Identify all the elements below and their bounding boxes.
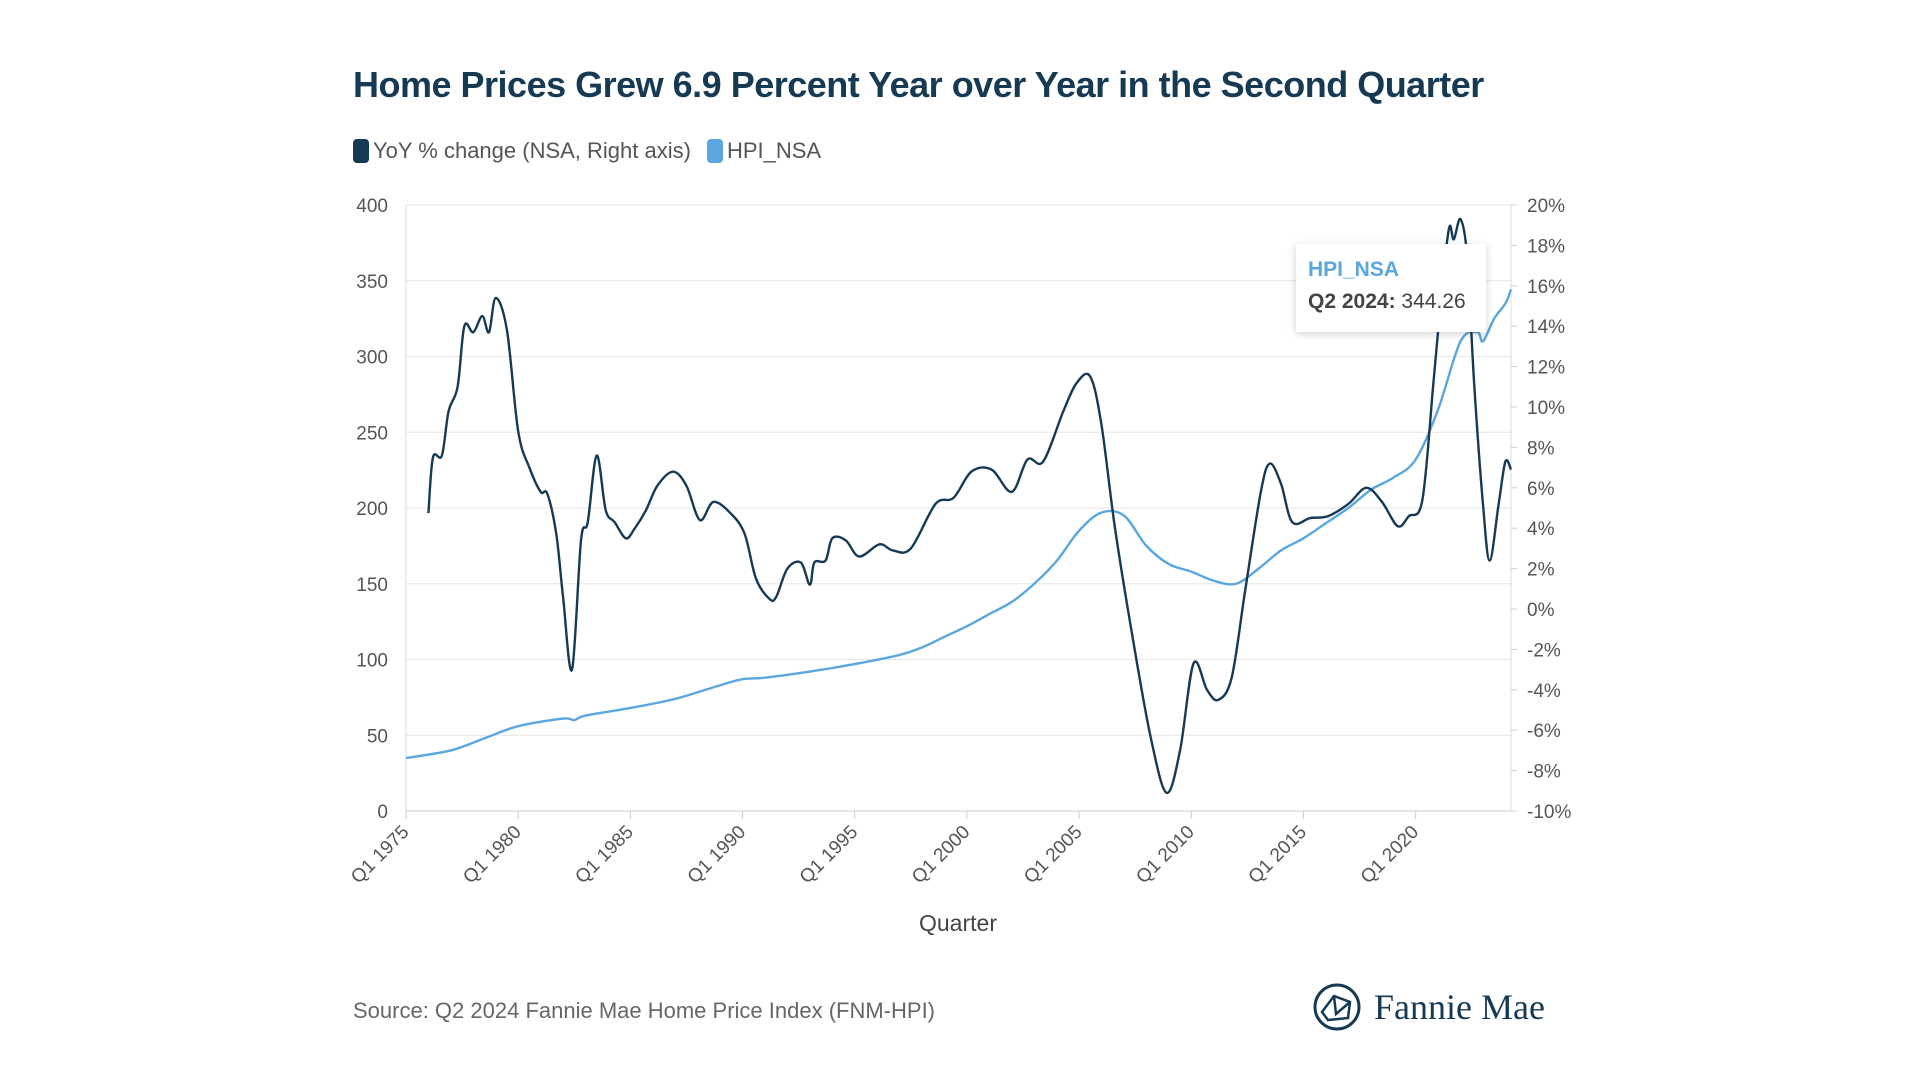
right-tick-label: -2% [1527,640,1561,661]
tooltip-series: HPI_NSA [1308,258,1400,281]
left-tick-label: 200 [356,499,388,520]
grid-lines [405,204,1512,812]
legend-label-hpi: HPI_NSA [726,138,822,163]
left-tick-label: 150 [356,575,388,596]
x-tick-label: Q1 2015 [1245,822,1311,888]
source-note: Source: Q2 2024 Fannie Mae Home Price In… [353,998,936,1023]
legend: YoY % change (NSA, Right axis) HPI_NSA [353,138,829,164]
left-tick-label: 0 [377,802,388,823]
x-tick-label: Q1 1975 [347,822,413,888]
left-tick-label: 300 [356,348,388,369]
tooltip: HPI_NSA Q2 2024: 344.26 [1296,244,1486,332]
x-tick-label: Q1 1990 [684,822,750,888]
logo-text: Fannie Mae [1374,987,1545,1027]
right-tick-label: 16% [1527,277,1565,298]
right-axis: -10% -8% -6% -4% -2% 0% 2% 4% 6% 8% 10% 12% 14% 16% 18… [1511,196,1571,823]
legend-label-yoy: YoY % change (NSA, Right axis) [373,138,691,163]
fannie-mae-logo: Fannie Mae [1312,982,1545,1032]
x-tick-label: Q1 2000 [908,822,974,888]
hpi-nsa-line [405,289,1513,760]
left-tick-label: 100 [356,651,388,672]
x-axis: Q1 1975 Q1 1980 Q1 1985 Q1 1990 Q1 1995 Q1 20… [347,811,1423,888]
yoy-change-line [427,217,1513,795]
left-tick-label: 250 [356,423,388,444]
legend-swatch-hpi [706,139,723,163]
right-tick-label: 0% [1527,600,1555,621]
left-tick-label: 400 [356,196,388,217]
right-tick-label: 10% [1527,398,1565,419]
x-axis-title: Quarter [919,910,997,936]
x-tick-label: Q1 2020 [1357,822,1423,888]
left-axis: 0 50 100 150 200 250 300 350 400 [356,196,388,823]
x-tick-label: Q1 1995 [796,822,862,888]
left-tick-label: 50 [367,726,388,747]
house-logo-icon [1313,983,1361,1031]
tooltip-value: 344.26 [1401,290,1466,313]
series-lines [405,217,1513,795]
legend-item-yoy[interactable]: YoY % change (NSA, Right axis) [353,138,691,164]
legend-swatch-yoy [353,139,369,163]
x-tick-label: Q1 1980 [459,822,525,888]
x-tick-label: Q1 1985 [571,822,637,888]
right-tick-label: 2% [1527,560,1555,581]
right-tick-label: 4% [1527,519,1555,540]
right-tick-label: 18% [1527,236,1565,257]
tooltip-value-line: Q2 2024: 344.26 [1308,290,1474,314]
right-tick-label: 14% [1527,317,1565,338]
right-tick-label: -10% [1527,802,1571,823]
right-tick-label: -8% [1527,762,1561,783]
chart-title: Home Prices Grew 6.9 Percent Year over Y… [353,64,1484,105]
x-tick-label: Q1 2005 [1020,822,1086,888]
legend-item-hpi[interactable]: HPI_NSA [706,138,822,164]
right-tick-label: -6% [1527,721,1561,742]
x-tick-label: Q1 2010 [1132,822,1198,888]
right-tick-label: 20% [1527,196,1565,217]
left-tick-label: 350 [356,272,388,293]
right-tick-label: 12% [1527,358,1565,379]
right-tick-label: 8% [1527,438,1555,459]
right-tick-label: 6% [1527,479,1555,500]
right-tick-label: -4% [1527,681,1561,702]
tooltip-label: Q2 2024: [1308,290,1396,313]
